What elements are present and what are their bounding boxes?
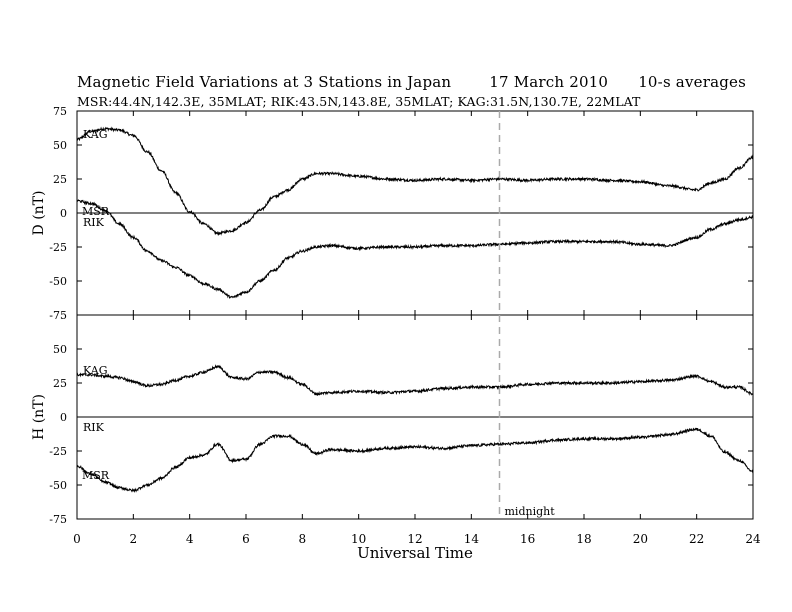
x-tick-label: 8 <box>299 532 307 546</box>
station-label-rik: RIK <box>83 421 105 434</box>
averaging-text: 10-s averages <box>638 73 746 91</box>
x-tick-label: 18 <box>576 532 591 546</box>
y-tick-label: 75 <box>53 105 67 118</box>
x-tick-label: 0 <box>73 532 81 546</box>
x-axis-label: Universal Time <box>357 544 473 562</box>
chart-title: Magnetic Field Variations at 3 Stations … <box>77 73 746 91</box>
x-tick-label: 20 <box>633 532 648 546</box>
y-tick-label: -75 <box>49 309 67 322</box>
y-tick-label: -75 <box>49 513 67 526</box>
series-line-kag <box>76 126 754 237</box>
y-axis-label-0: D (nT) <box>31 191 47 236</box>
x-tick-label: 2 <box>130 532 138 546</box>
y-tick-label: 50 <box>53 139 67 152</box>
x-tick-label: 10 <box>351 532 366 546</box>
y-tick-label: 0 <box>60 207 67 220</box>
x-tick-label: 12 <box>407 532 422 546</box>
title-text: Magnetic Field Variations at 3 Stations … <box>77 73 452 91</box>
y-tick-label: -25 <box>49 241 67 254</box>
y-tick-label: 25 <box>53 173 67 186</box>
y-tick-label: -25 <box>49 445 67 458</box>
y-tick-label: 0 <box>60 411 67 424</box>
series-line-kag <box>76 364 754 397</box>
station-label-msr: MSR <box>82 205 110 218</box>
series-line-msr <box>76 199 754 299</box>
midnight-label: midnight <box>505 505 556 518</box>
x-tick-label: 6 <box>242 532 250 546</box>
y-tick-label: -50 <box>49 479 67 492</box>
y-tick-label: -50 <box>49 275 67 288</box>
x-tick-label: 24 <box>745 532 761 546</box>
x-tick-label: 22 <box>689 532 704 546</box>
stations-subtitle: MSR:44.4N,142.3E, 35MLAT; RIK:43.5N,143.… <box>77 94 641 109</box>
station-label-rik: RIK <box>83 216 105 229</box>
x-tick-label: 4 <box>186 532 194 546</box>
y-axis-label-1: H (nT) <box>31 394 47 440</box>
date-text: 17 March 2010 <box>489 73 609 91</box>
x-tick-label: 16 <box>520 532 535 546</box>
x-tick-label: 14 <box>464 532 480 546</box>
y-tick-label: 25 <box>53 377 67 390</box>
series-line-msr <box>76 427 754 494</box>
station-label-msr: MSR <box>82 469 110 482</box>
y-tick-label: 50 <box>53 343 67 356</box>
station-label-kag: KAG <box>83 364 108 377</box>
station-label-kag: KAG <box>83 128 108 141</box>
